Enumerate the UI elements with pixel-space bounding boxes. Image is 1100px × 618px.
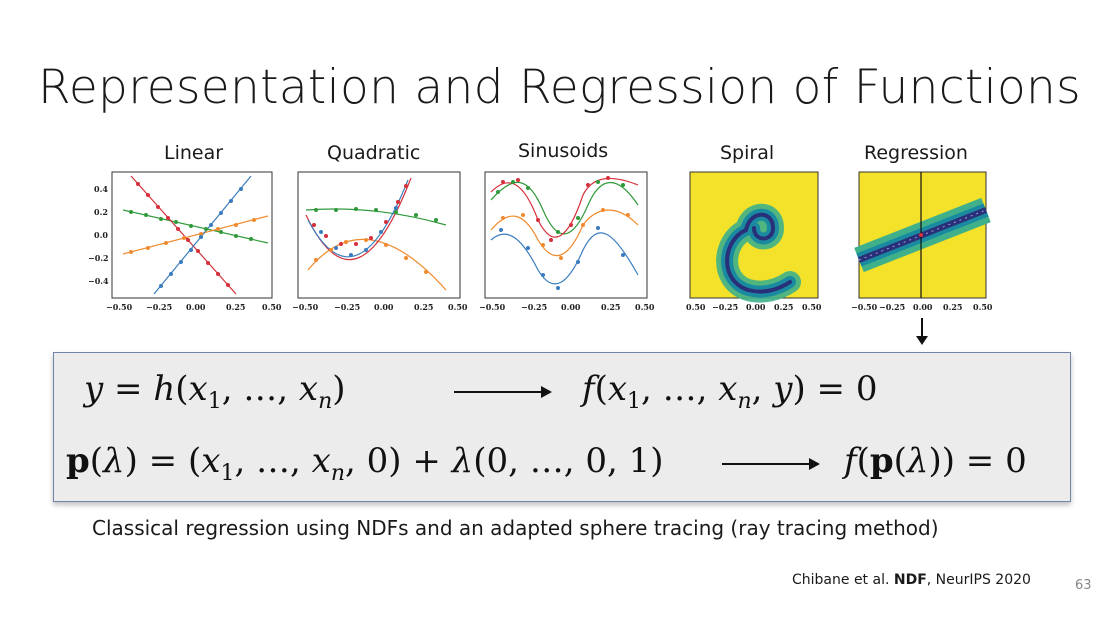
plot-linear: 0.4 0.2 0.0 −0.2 −0.4 −0.50 −0.25 0.00 0… xyxy=(86,170,286,315)
plot-regression: −0.50 −0.25 0.00 0.25 0.50 xyxy=(851,170,999,315)
plot-quadratic: −0.50 −0.25 0.00 0.25 0.50 xyxy=(292,170,471,315)
panel-label-spiral: Spiral xyxy=(720,142,775,164)
xtick: −0.25 xyxy=(521,302,547,312)
citation-authors: Chibane et al. xyxy=(792,572,894,588)
xtick: −0.50 xyxy=(292,302,319,312)
xtick: 0.25 xyxy=(226,302,245,312)
equation-1-right: f(x1, …, xn, y) = 0 xyxy=(582,369,878,414)
xtick: 0.00 xyxy=(374,302,394,312)
xtick: −0.25 xyxy=(712,302,738,312)
xtick: −0.50 xyxy=(106,302,133,312)
page-number: 63 xyxy=(1075,578,1092,593)
xtick: 0.25 xyxy=(774,302,793,312)
plot-spiral: 0.50 −0.25 0.00 0.25 0.50 xyxy=(686,170,828,315)
xtick: 0.50 xyxy=(802,302,822,312)
down-arrowhead-icon xyxy=(916,336,928,345)
xtick: 0.00 xyxy=(913,302,933,312)
ytick: 0.4 xyxy=(94,184,108,194)
xtick: 0.50 xyxy=(448,302,468,312)
equation-1-left: y = h(x1, …, xn) xyxy=(84,369,346,414)
ytick: −0.2 xyxy=(88,253,109,263)
citation-paper: NDF xyxy=(893,572,927,588)
xtick: 0.50 xyxy=(635,302,655,312)
xtick: −0.25 xyxy=(334,302,360,312)
citation-venue: , NeurIPS 2020 xyxy=(926,572,1031,588)
xtick: 0.00 xyxy=(746,302,766,312)
citation: Chibane et al. NDF, NeurIPS 2020 xyxy=(792,572,1031,588)
panel-label-linear: Linear xyxy=(164,142,224,164)
xtick: 0.00 xyxy=(186,302,206,312)
caption: Classical regression using NDFs and an a… xyxy=(92,516,939,540)
plot-sinusoids: −0.50 −0.25 0.00 0.25 0.50 xyxy=(479,170,658,315)
xtick: 0.50 xyxy=(686,302,706,312)
xtick: 0.50 xyxy=(973,302,993,312)
xtick: −0.50 xyxy=(851,302,878,312)
equation-2-left: p(λ) = (x1, …, xn, 0) + λ(0, …, 0, 1) xyxy=(66,441,664,486)
panel-label-quadratic: Quadratic xyxy=(327,142,421,164)
ytick: −0.4 xyxy=(88,276,109,286)
equation-box: y = h(x1, …, xn) f(x1, …, xn, y) = 0 p(λ… xyxy=(53,352,1071,502)
xtick: 0.25 xyxy=(414,302,433,312)
xtick: −0.25 xyxy=(879,302,905,312)
ytick: 0.2 xyxy=(94,207,108,217)
xtick: 0.50 xyxy=(262,302,282,312)
xtick: −0.50 xyxy=(479,302,506,312)
arrow-right-icon xyxy=(722,458,820,470)
equation-2-right: f(p(λ)) = 0 xyxy=(844,441,1027,481)
panel-label-sinusoids: Sinusoids xyxy=(518,140,609,162)
xtick: 0.25 xyxy=(943,302,962,312)
xtick: −0.25 xyxy=(146,302,172,312)
arrow-right-icon xyxy=(454,386,552,398)
ytick: 0.0 xyxy=(94,230,108,240)
panel-label-regression: Regression xyxy=(864,142,968,164)
slide-title: Representation and Regression of Functio… xyxy=(38,60,1081,115)
xtick: 0.00 xyxy=(561,302,581,312)
down-arrow-icon xyxy=(921,318,923,340)
xtick: 0.25 xyxy=(601,302,620,312)
